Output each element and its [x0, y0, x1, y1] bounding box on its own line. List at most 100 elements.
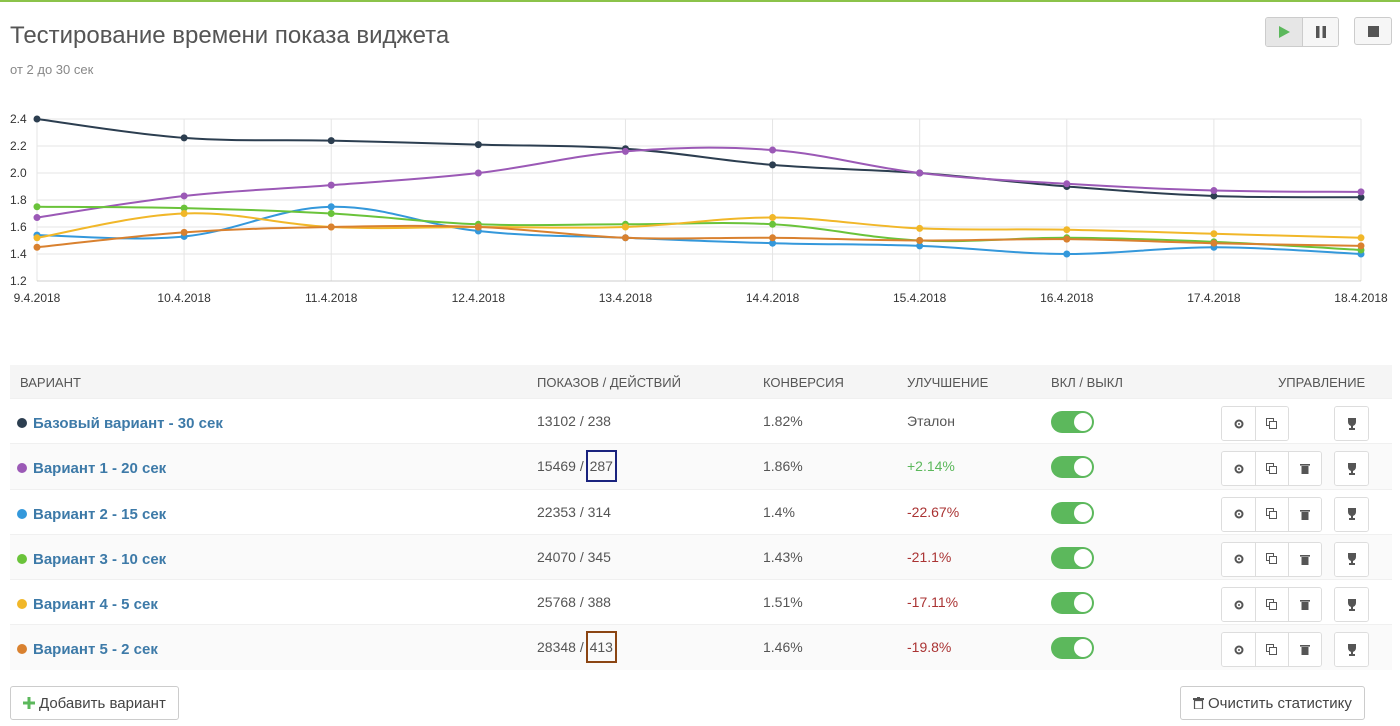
variant-color-dot — [17, 418, 27, 428]
copy-icon — [1266, 598, 1277, 610]
copy-icon — [1266, 643, 1277, 655]
winner-group — [1334, 406, 1369, 441]
actions-count: 388 — [587, 594, 611, 611]
data-point — [916, 242, 924, 250]
col-manage: УПРАВЛЕНИЕ — [1278, 375, 1366, 390]
variant-actions — [1221, 632, 1322, 668]
duplicate-button[interactable] — [1255, 633, 1288, 667]
data-point — [1357, 242, 1365, 250]
variant-name-link[interactable]: Вариант 4 - 5 сек — [33, 596, 158, 614]
variant-color-dot — [17, 463, 27, 474]
conversion-value: 1.4% — [763, 503, 795, 520]
add-variant-label: Добавить вариант — [39, 694, 166, 712]
variant-actions — [1221, 406, 1289, 441]
pause-button[interactable] — [1302, 18, 1338, 46]
delete-button[interactable] — [1288, 588, 1321, 622]
conversion-value: 1.46% — [763, 639, 803, 656]
x-tick-label: 14.4.2018 — [746, 291, 800, 305]
settings-button[interactable] — [1222, 497, 1255, 531]
enable-toggle[interactable] — [1051, 456, 1094, 479]
col-shows: ПОКАЗОВ / ДЕЙСТВИЙ — [537, 375, 681, 390]
variant-name-link[interactable]: Вариант 2 - 15 сек — [33, 505, 167, 523]
conversion-value: 1.43% — [763, 548, 803, 565]
data-point — [474, 169, 482, 177]
variant-name-link[interactable]: Вариант 1 - 20 сек — [33, 460, 167, 478]
trophy-icon — [1347, 417, 1356, 430]
col-toggle: ВКЛ / ВЫКЛ — [1051, 375, 1123, 390]
shows-count: 15469 — [537, 458, 576, 475]
set-winner-button[interactable] — [1335, 452, 1368, 486]
variant-color-dot — [17, 508, 27, 519]
data-point — [1357, 234, 1365, 242]
data-point — [474, 141, 482, 149]
data-point — [1063, 250, 1071, 258]
duplicate-button[interactable] — [1255, 407, 1288, 440]
variant-name-link[interactable]: Вариант 5 - 2 сек — [33, 641, 158, 659]
page-title: Тестирование времени показа виджета — [10, 22, 450, 49]
improvement-value: -21.1% — [907, 548, 952, 565]
duplicate-button[interactable] — [1255, 497, 1288, 531]
set-winner-button[interactable] — [1335, 497, 1368, 531]
set-winner-button[interactable] — [1335, 542, 1368, 576]
add-variant-button[interactable]: Добавить вариант — [10, 686, 179, 720]
conversion-value: 1.86% — [763, 458, 803, 475]
series-line-1 — [36, 146, 1362, 219]
actions-count: 314 — [587, 503, 611, 520]
duplicate-button[interactable] — [1255, 588, 1288, 622]
copy-icon — [1266, 417, 1277, 429]
settings-button[interactable] — [1222, 588, 1255, 622]
trophy-icon — [1347, 643, 1356, 656]
delete-button[interactable] — [1288, 497, 1321, 531]
enable-toggle[interactable] — [1051, 637, 1094, 660]
data-point — [1210, 230, 1218, 238]
enable-toggle[interactable] — [1051, 411, 1094, 433]
y-tick-label: 1.2 — [10, 274, 27, 288]
y-tick-label: 1.6 — [10, 220, 27, 234]
enable-toggle[interactable] — [1051, 592, 1094, 615]
series-line-5 — [36, 224, 1362, 249]
settings-button[interactable] — [1222, 407, 1255, 440]
variant-name-link[interactable]: Вариант 3 - 10 сек — [33, 550, 167, 568]
data-point — [621, 147, 629, 155]
clear-stats-label: Очистить статистику — [1208, 694, 1352, 712]
set-winner-button[interactable] — [1335, 588, 1368, 622]
delete-button[interactable] — [1288, 542, 1321, 576]
set-winner-button[interactable] — [1335, 633, 1368, 667]
actions-count: 345 — [587, 548, 611, 565]
trash-icon — [1300, 645, 1310, 656]
data-point — [327, 203, 335, 211]
variant-color-dot — [17, 553, 27, 564]
data-point — [1063, 180, 1071, 188]
data-point — [1210, 239, 1218, 247]
winner-group — [1334, 496, 1369, 532]
shows-actions: 24070 / 345 — [537, 548, 611, 565]
x-tick-label: 17.4.2018 — [1187, 291, 1241, 305]
data-point — [180, 228, 188, 236]
duplicate-button[interactable] — [1255, 452, 1288, 486]
clear-stats-button[interactable]: Очистить статистику — [1180, 686, 1365, 720]
variant-name-link[interactable]: Базовый вариант - 30 сек — [33, 415, 223, 432]
shows-actions: 28348 / 413 — [537, 631, 617, 664]
settings-button[interactable] — [1222, 452, 1255, 486]
settings-button[interactable] — [1222, 633, 1255, 667]
set-winner-button[interactable] — [1335, 407, 1368, 440]
enable-toggle[interactable] — [1051, 546, 1094, 569]
conversion-value: 1.82% — [763, 413, 803, 429]
data-point — [769, 161, 777, 169]
table-row: Вариант 4 - 5 сек 25768 / 388 1.51% -17.… — [10, 579, 1392, 624]
delete-button[interactable] — [1288, 633, 1321, 667]
play-button[interactable] — [1266, 18, 1302, 46]
stop-button[interactable] — [1354, 17, 1392, 45]
series-line-2 — [36, 205, 1362, 256]
data-point — [180, 204, 188, 212]
duplicate-button[interactable] — [1255, 542, 1288, 576]
col-conversion: КОНВЕРСИЯ — [763, 375, 844, 390]
x-tick-label: 18.4.2018 — [1334, 291, 1388, 305]
data-point — [916, 169, 924, 177]
improvement-value: -17.11% — [907, 594, 959, 611]
series-line-0 — [36, 118, 1362, 199]
y-tick-label: 2.0 — [10, 166, 27, 180]
delete-button[interactable] — [1288, 452, 1321, 486]
settings-button[interactable] — [1222, 542, 1255, 576]
enable-toggle[interactable] — [1051, 501, 1094, 524]
